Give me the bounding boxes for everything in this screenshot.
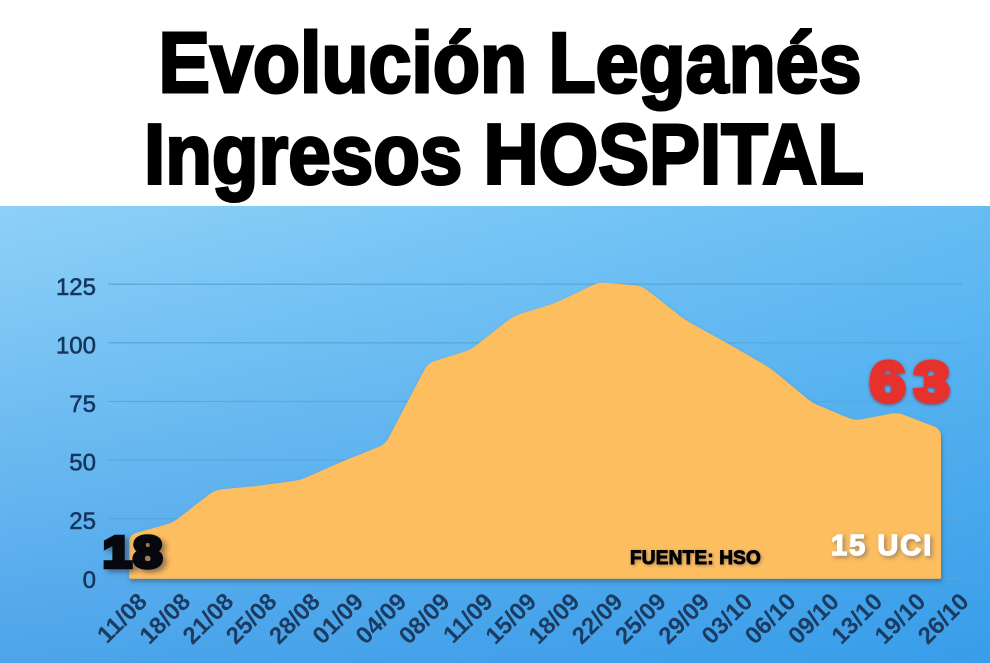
svg-text:FUENTE: HSO: FUENTE: HSO xyxy=(630,548,761,569)
svg-text:63: 63 xyxy=(870,350,958,413)
svg-text:75: 75 xyxy=(69,391,96,418)
svg-text:0: 0 xyxy=(83,567,96,594)
svg-text:15 UCI: 15 UCI xyxy=(831,530,933,562)
svg-text:Evolución Leganés: Evolución Leganés xyxy=(159,16,862,111)
svg-text:Ingresos HOSPITAL: Ingresos HOSPITAL xyxy=(144,107,864,202)
svg-text:50: 50 xyxy=(69,450,96,477)
svg-text:100: 100 xyxy=(56,332,96,359)
svg-text:125: 125 xyxy=(56,274,96,301)
svg-text:25: 25 xyxy=(69,508,96,535)
svg-text:18: 18 xyxy=(103,528,164,577)
